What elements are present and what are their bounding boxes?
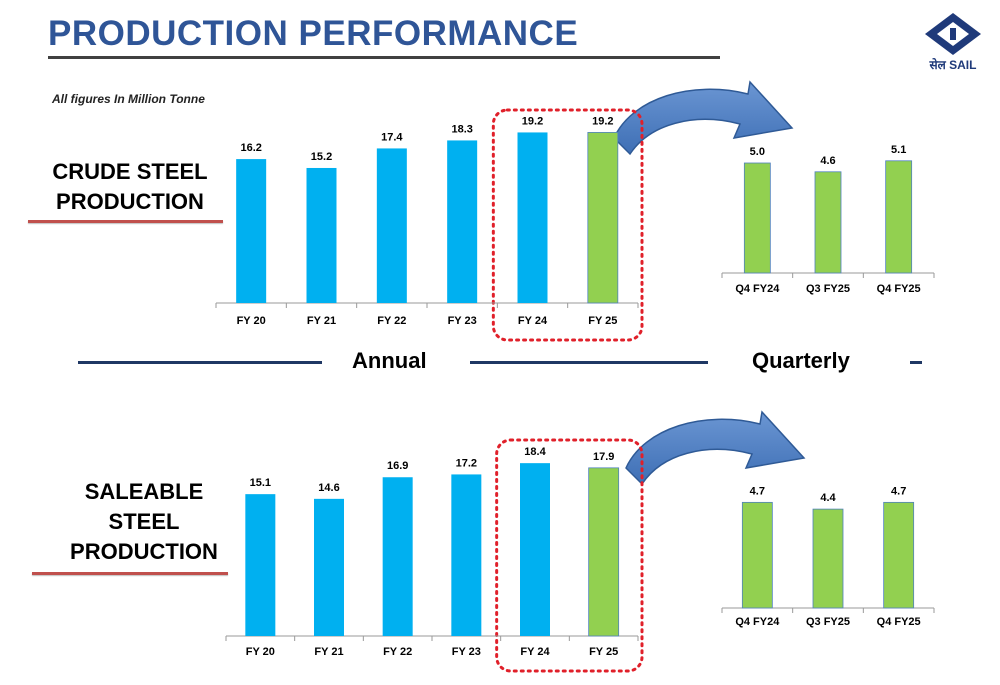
saleable-label-line-2: STEEL [108,509,180,534]
bar-fy-21 [306,167,337,303]
highlight-box [495,438,644,673]
category-label: Q3 FY25 [806,283,850,295]
data-label: 15.1 [250,477,271,489]
bar-fy-22 [382,477,413,636]
crude-label-line-1: CRUDE STEEL [52,159,208,184]
annual-divider-left [78,361,322,364]
logo-text: सेल SAIL [929,58,977,72]
data-label: 4.7 [750,485,765,497]
bar-fy-24 [517,132,548,303]
bar-fy-21 [314,498,344,636]
data-label: 4.4 [820,492,836,504]
sail-logo: सेल SAIL [918,12,988,78]
saleable-label-underline [32,572,228,575]
bar-q4-fy24 [743,162,771,274]
highlight-box [491,108,644,342]
category-label: Q3 FY25 [806,616,850,628]
category-label: FY 23 [448,315,477,327]
bar-q3-fy25 [812,508,844,609]
page-title: PRODUCTION PERFORMANCE [48,14,579,53]
units-note: All figures In Million Tonne [52,92,205,106]
bar-fy-23 [451,474,482,636]
annual-label: Annual [352,348,427,373]
bar-q4-fy25 [883,501,915,609]
chart-1: 16.2 FY 20 15.2 FY 21 17.4 FY 22 18.3 FY 23 19.2… [215,108,644,342]
saleable-label-line-3: PRODUCTION [70,539,218,564]
category-label: FY 22 [383,646,412,658]
bar-fy-25 [587,132,619,304]
category-label: FY 23 [452,646,481,658]
category-label: FY 22 [377,315,406,327]
quarterly-divider-right [910,361,922,364]
category-label: Q4 FY25 [877,283,921,295]
category-label: FY 20 [237,315,266,327]
category-label: FY 25 [589,646,618,658]
quarterly-label: Quarterly [752,348,850,373]
bar-fy-25 [588,467,620,637]
bar-q4-fy25 [885,160,913,274]
data-label: 4.6 [820,155,835,167]
curved-arrow-icon [625,410,806,486]
data-label: 5.1 [891,144,906,156]
data-label: 19.2 [522,115,543,127]
crude-label-line-2: PRODUCTION [56,189,204,214]
category-label: Q4 FY25 [877,616,921,628]
data-label: 4.7 [891,485,906,497]
crude-steel-label: CRUDE STEEL PRODUCTION [38,157,222,217]
category-label: Q4 FY24 [735,283,780,295]
bar-fy-20 [245,494,276,636]
title-underline [48,56,720,59]
category-label: FY 24 [520,646,550,658]
category-label: FY 24 [518,315,548,327]
data-label: 19.2 [592,115,613,127]
chart-4: 4.7 Q4 FY24 4.4 Q3 FY25 4.7 Q4 FY25 [721,485,935,628]
data-label: 14.6 [318,482,339,494]
category-label: FY 21 [314,646,343,658]
curved-arrow-icon [613,80,794,156]
bar-fy-22 [376,148,407,303]
data-label: 17.9 [593,451,614,463]
bar-q3-fy25 [814,171,842,274]
annual-divider-right [470,361,708,364]
bar-fy-23 [447,140,478,303]
data-label: 18.3 [451,123,472,135]
data-label: 16.9 [387,460,408,472]
category-label: Q4 FY24 [735,616,780,628]
data-label: 5.0 [750,146,765,158]
saleable-label-line-1: SALEABLE [84,479,204,504]
crude-label-underline [28,220,223,223]
data-label: 15.2 [311,151,332,163]
bar-fy-20 [236,159,267,303]
bar-fy-24 [520,463,550,636]
data-label: 17.2 [456,457,477,469]
saleable-steel-label: SALEABLE STEEL PRODUCTION [52,477,236,567]
category-label: FY 20 [246,646,275,658]
data-label: 17.4 [381,131,403,143]
sail-emblem-icon [925,13,981,55]
data-label: 18.4 [524,446,546,458]
chart-2: 5.0 Q4 FY24 4.6 Q3 FY25 5.1 Q4 FY25 [721,144,935,295]
chart-3: 15.1 FY 20 14.6 FY 21 16.9 FY 22 17.2 FY 23 18.4… [225,438,644,673]
category-label: FY 21 [307,315,336,327]
bar-q4-fy24 [741,501,773,609]
category-label: FY 25 [588,315,617,327]
data-label: 16.2 [240,142,261,154]
